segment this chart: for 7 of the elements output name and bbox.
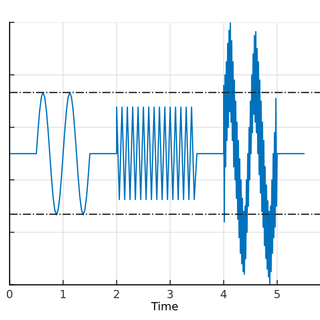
x-tick-label: 2 [114, 290, 120, 298]
x-tick-label: 3 [167, 290, 173, 298]
x-axis-title: Time [151, 302, 178, 310]
x-tick-label: 1 [60, 290, 66, 298]
x-tick-label: 5 [274, 290, 280, 298]
x-tick-label: 4 [220, 290, 227, 298]
x-tick-label: 0 [6, 290, 12, 298]
